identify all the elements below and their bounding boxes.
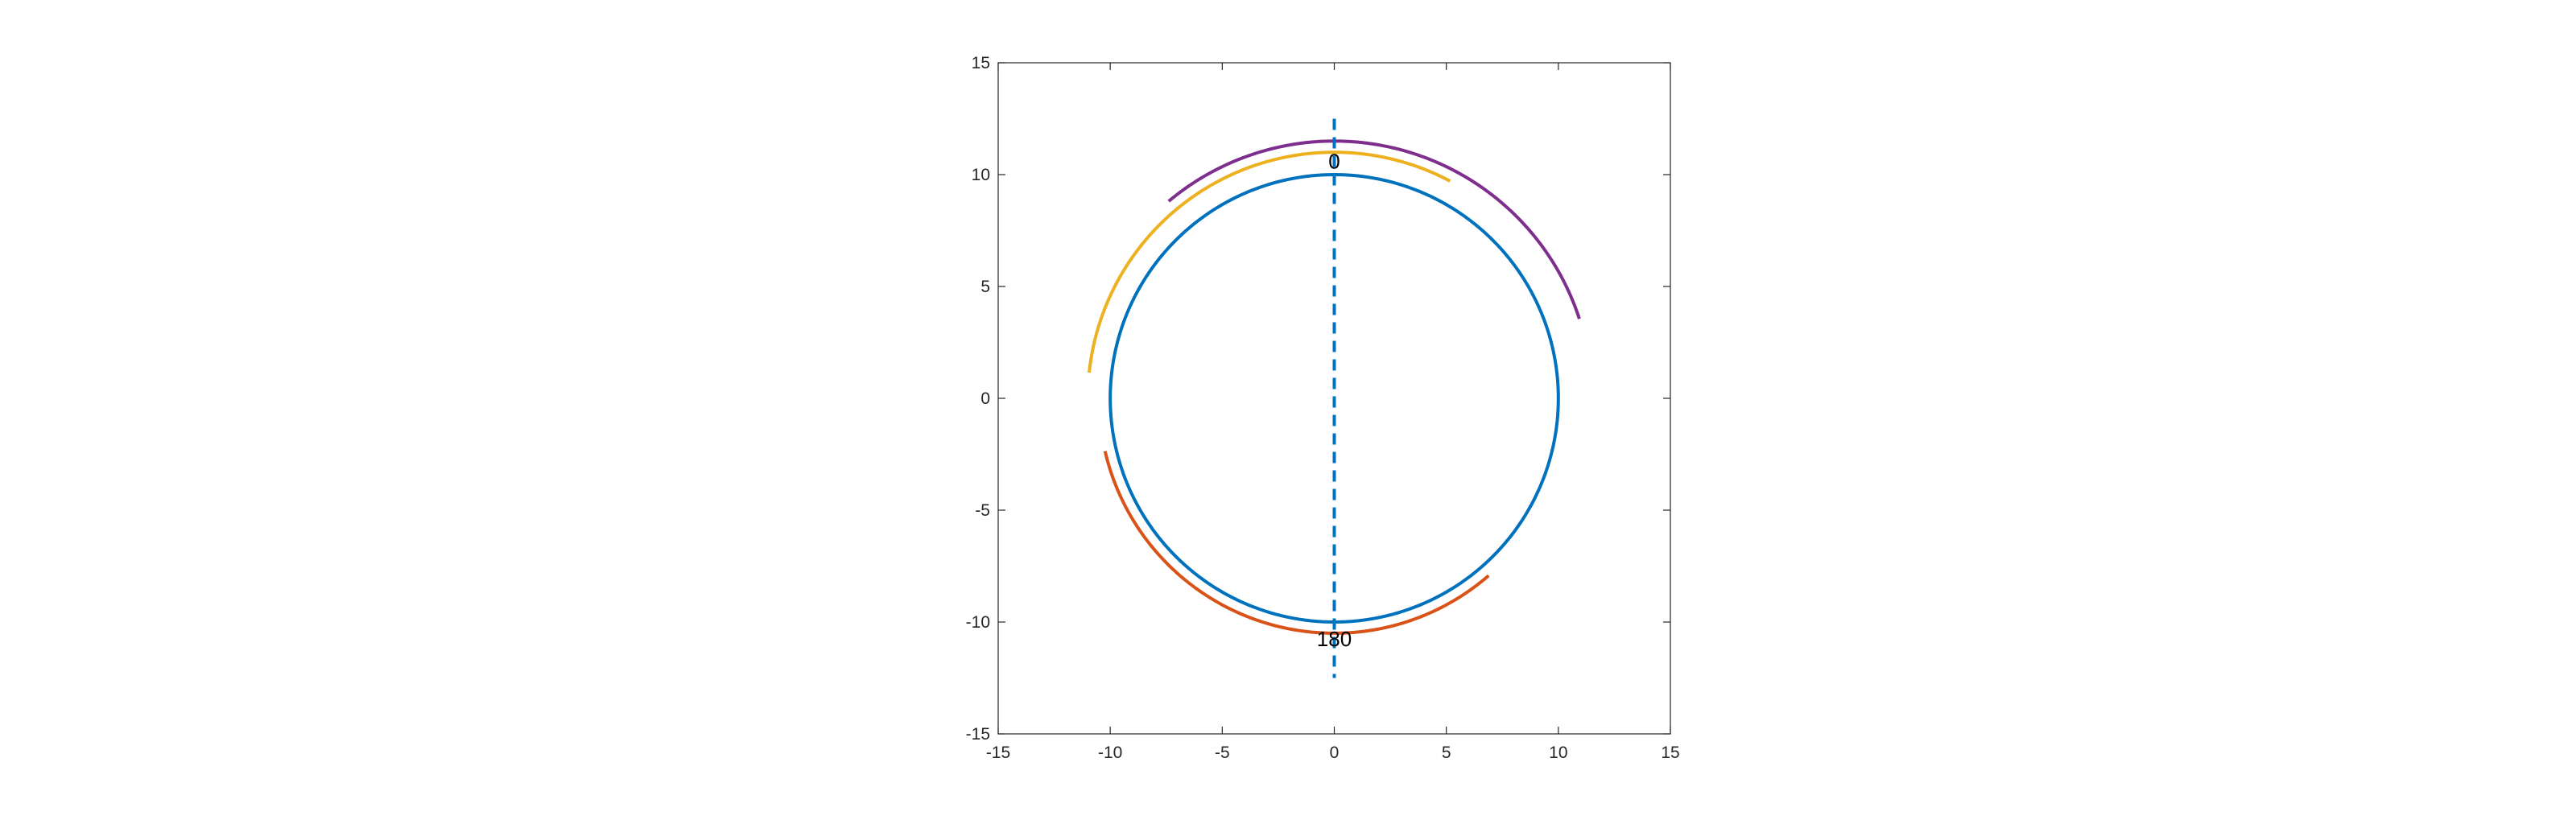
series-lines — [1088, 118, 1581, 678]
y-tick-label: -15 — [966, 725, 990, 744]
arc-series-3 — [1167, 139, 1581, 319]
y-tick-label: -10 — [966, 613, 990, 632]
y-tick-label: 0 — [980, 389, 990, 408]
annotation-label: 180 — [1317, 627, 1352, 651]
y-tick-label: -5 — [975, 501, 990, 520]
x-tick-label: 0 — [1330, 744, 1340, 762]
arc-series-1 — [1103, 451, 1490, 635]
arc-series-0 — [1108, 172, 1560, 624]
x-tick-label: 15 — [1661, 744, 1679, 762]
x-tick-label: 5 — [1442, 744, 1451, 762]
y-tick-label: 10 — [972, 166, 990, 184]
arc-series-2 — [1088, 150, 1451, 373]
x-tick-label: -5 — [1215, 744, 1230, 762]
x-tick-label: -15 — [986, 744, 1010, 762]
axis-ticks — [997, 62, 1671, 735]
y-tick-label: 5 — [980, 278, 990, 296]
annotation-label: 0 — [1328, 149, 1340, 173]
axis-tick-labels: -15 -10 -5 0 5 10 15 -15 -10 -5 0 5 10 15 — [966, 54, 1680, 762]
x-tick-label: -10 — [1098, 744, 1122, 762]
x-tick-label: 10 — [1549, 744, 1567, 762]
annotations: 0 180 — [1317, 149, 1352, 651]
y-tick-label: 15 — [972, 54, 990, 72]
